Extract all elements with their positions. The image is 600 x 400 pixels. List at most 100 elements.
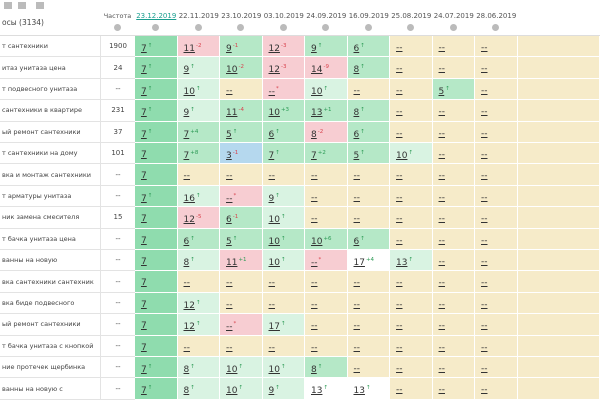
position-value[interactable]: 10: [183, 86, 195, 97]
position-value[interactable]: 10: [268, 365, 280, 375]
position-value[interactable]: 8: [311, 129, 317, 140]
position-value[interactable]: 6: [268, 129, 275, 140]
position-value[interactable]: 10: [268, 215, 280, 226]
position-value[interactable]: 7: [141, 65, 147, 76]
query-column-title[interactable]: осы (3134): [2, 18, 44, 27]
date-icon[interactable]: [364, 24, 372, 31]
position-value[interactable]: 7: [141, 44, 147, 54]
position-value[interactable]: 7: [141, 386, 147, 397]
date-header[interactable]: 28.06.2019: [476, 12, 517, 20]
position-value[interactable]: 10: [268, 258, 280, 268]
query-cell[interactable]: ый ремонт сантехники: [0, 314, 100, 336]
position-value[interactable]: 7: [141, 129, 147, 140]
date-icon[interactable]: [492, 24, 500, 31]
position-value[interactable]: 6: [183, 236, 190, 247]
position-value[interactable]: 7: [141, 108, 147, 119]
position-value[interactable]: 13: [353, 386, 365, 397]
date-icon[interactable]: [237, 24, 245, 31]
query-cell[interactable]: вка сантехники сантехник: [0, 271, 100, 293]
position-value[interactable]: 11: [226, 258, 238, 268]
query-cell[interactable]: ник замена смесителя: [0, 207, 100, 229]
position-value[interactable]: 12: [183, 322, 195, 333]
position-value[interactable]: 9: [183, 65, 190, 76]
date-icon[interactable]: [322, 24, 330, 31]
date-header[interactable]: 22.11.2019: [178, 12, 219, 20]
position-value[interactable]: 7: [141, 278, 147, 289]
position-value[interactable]: 7: [311, 151, 317, 161]
date-header[interactable]: 24.07.2019: [433, 12, 474, 20]
position-value[interactable]: 7: [141, 257, 147, 267]
query-cell[interactable]: вка и монтаж сантехники: [0, 164, 100, 186]
position-value[interactable]: 12: [268, 44, 280, 54]
position-value[interactable]: 11: [183, 44, 195, 54]
position-value[interactable]: 10: [396, 151, 408, 161]
date-header[interactable]: 03.10.2019: [263, 12, 304, 20]
query-cell[interactable]: ванны на новую: [0, 250, 100, 272]
query-cell[interactable]: ый ремонт сантехники: [0, 121, 100, 143]
position-value[interactable]: 6: [353, 44, 360, 54]
position-value[interactable]: 10: [226, 386, 238, 397]
position-value[interactable]: 13: [396, 258, 408, 268]
position-value[interactable]: 9: [226, 44, 232, 54]
position-value[interactable]: 9: [268, 193, 275, 204]
position-value[interactable]: 8: [353, 65, 360, 76]
query-cell[interactable]: т сантехники: [0, 36, 100, 58]
query-cell[interactable]: ванны на новую с: [0, 378, 100, 400]
position-value[interactable]: 7: [141, 299, 147, 310]
position-value[interactable]: 8: [183, 365, 190, 375]
position-value[interactable]: 7: [183, 151, 190, 161]
position-value[interactable]: 8: [183, 258, 190, 268]
position-value[interactable]: 7: [141, 214, 147, 225]
position-value[interactable]: 14: [311, 65, 323, 76]
position-value[interactable]: 8: [311, 365, 317, 375]
position-value[interactable]: 10: [311, 86, 323, 97]
position-value[interactable]: 7: [268, 151, 275, 161]
query-cell[interactable]: т арматуры унитаза: [0, 185, 100, 208]
position-value[interactable]: 16: [183, 193, 195, 204]
position-value[interactable]: 10: [268, 108, 280, 119]
position-value[interactable]: 9: [268, 386, 275, 397]
position-value[interactable]: 6: [226, 215, 232, 226]
toolbar-icon[interactable]: [36, 2, 44, 9]
date-icon[interactable]: [279, 24, 287, 31]
position-value[interactable]: 6: [353, 236, 360, 247]
position-value[interactable]: 10: [268, 236, 280, 247]
position-value[interactable]: 8: [183, 386, 190, 397]
position-value[interactable]: 5: [353, 151, 360, 161]
date-icon[interactable]: [407, 24, 415, 31]
position-value[interactable]: 12: [183, 300, 195, 311]
date-header[interactable]: 24.09.2019: [306, 12, 347, 20]
query-cell[interactable]: сантехники в квартире: [0, 100, 100, 122]
position-value[interactable]: 7: [141, 365, 147, 375]
query-cell[interactable]: т сантехники на дому: [0, 143, 100, 165]
position-value[interactable]: 7: [141, 150, 147, 160]
position-value[interactable]: 7: [141, 235, 147, 246]
toolbar-icon[interactable]: [18, 2, 26, 9]
position-value[interactable]: 10: [226, 65, 238, 76]
query-cell[interactable]: т подвесного унитаза: [0, 78, 100, 101]
query-cell[interactable]: т бачка унитаза цена: [0, 228, 100, 250]
position-value[interactable]: 3: [226, 151, 232, 161]
position-value[interactable]: 17: [353, 258, 365, 268]
position-value[interactable]: 13: [311, 108, 323, 119]
position-value[interactable]: 7: [141, 321, 147, 332]
query-cell[interactable]: вка биде подвесного: [0, 292, 100, 315]
date-header[interactable]: 16.09.2019: [348, 12, 389, 20]
query-cell[interactable]: итаз унитаза цена: [0, 57, 100, 79]
position-value[interactable]: 7: [141, 171, 147, 182]
position-value[interactable]: 7: [183, 129, 190, 140]
position-value[interactable]: 7: [141, 86, 147, 97]
sort-icon[interactable]: [114, 24, 121, 31]
position-value[interactable]: 5: [438, 86, 445, 97]
date-header[interactable]: 25.08.2019: [391, 12, 432, 20]
position-value[interactable]: 9: [183, 108, 190, 119]
position-value[interactable]: 10: [311, 236, 323, 247]
position-value[interactable]: 9: [311, 44, 317, 54]
position-value[interactable]: 7: [141, 193, 147, 204]
position-value[interactable]: 17: [268, 322, 280, 333]
position-value[interactable]: 12: [183, 215, 195, 226]
position-value[interactable]: 13: [311, 386, 323, 397]
position-value[interactable]: 11: [226, 108, 238, 119]
date-header[interactable]: 23.12.2019: [136, 12, 177, 20]
query-cell[interactable]: ние протечек щербинка: [0, 357, 100, 379]
